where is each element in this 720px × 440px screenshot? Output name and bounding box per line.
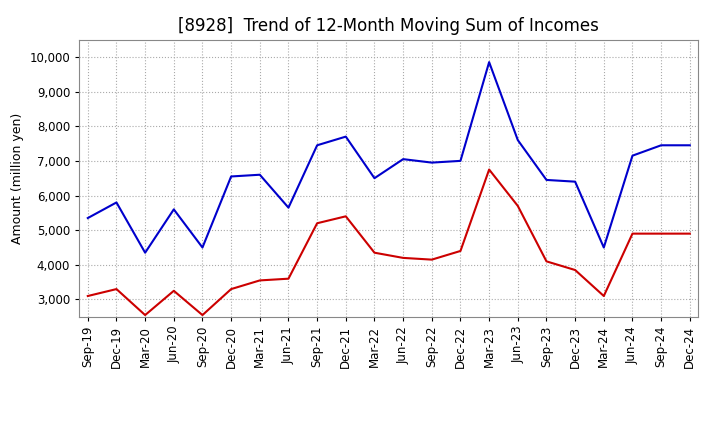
Ordinary Income (227, 174, 235, 179)
Ordinary Income (198, 245, 207, 250)
Ordinary Income (685, 143, 694, 148)
Net Income (169, 288, 178, 293)
Ordinary Income (657, 143, 665, 148)
Net Income (198, 312, 207, 318)
Ordinary Income (428, 160, 436, 165)
Net Income (399, 255, 408, 260)
Y-axis label: Amount (million yen): Amount (million yen) (11, 113, 24, 244)
Net Income (341, 214, 350, 219)
Ordinary Income (341, 134, 350, 139)
Ordinary Income (600, 245, 608, 250)
Line: Net Income: Net Income (88, 169, 690, 315)
Ordinary Income (256, 172, 264, 177)
Net Income (485, 167, 493, 172)
Ordinary Income (513, 137, 522, 143)
Net Income (456, 248, 465, 253)
Ordinary Income (141, 250, 150, 255)
Ordinary Income (284, 205, 293, 210)
Ordinary Income (312, 143, 321, 148)
Net Income (370, 250, 379, 255)
Ordinary Income (628, 153, 636, 158)
Net Income (542, 259, 551, 264)
Ordinary Income (485, 59, 493, 65)
Ordinary Income (112, 200, 121, 205)
Ordinary Income (370, 176, 379, 181)
Net Income (227, 286, 235, 292)
Net Income (600, 293, 608, 299)
Net Income (256, 278, 264, 283)
Net Income (685, 231, 694, 236)
Ordinary Income (399, 157, 408, 162)
Ordinary Income (84, 216, 92, 221)
Net Income (513, 203, 522, 209)
Ordinary Income (456, 158, 465, 164)
Ordinary Income (542, 177, 551, 183)
Net Income (141, 312, 150, 318)
Net Income (657, 231, 665, 236)
Title: [8928]  Trend of 12-Month Moving Sum of Incomes: [8928] Trend of 12-Month Moving Sum of I… (179, 17, 599, 35)
Net Income (112, 286, 121, 292)
Net Income (628, 231, 636, 236)
Net Income (284, 276, 293, 281)
Net Income (84, 293, 92, 299)
Net Income (428, 257, 436, 262)
Ordinary Income (571, 179, 580, 184)
Net Income (571, 268, 580, 273)
Ordinary Income (169, 207, 178, 212)
Net Income (312, 220, 321, 226)
Line: Ordinary Income: Ordinary Income (88, 62, 690, 253)
